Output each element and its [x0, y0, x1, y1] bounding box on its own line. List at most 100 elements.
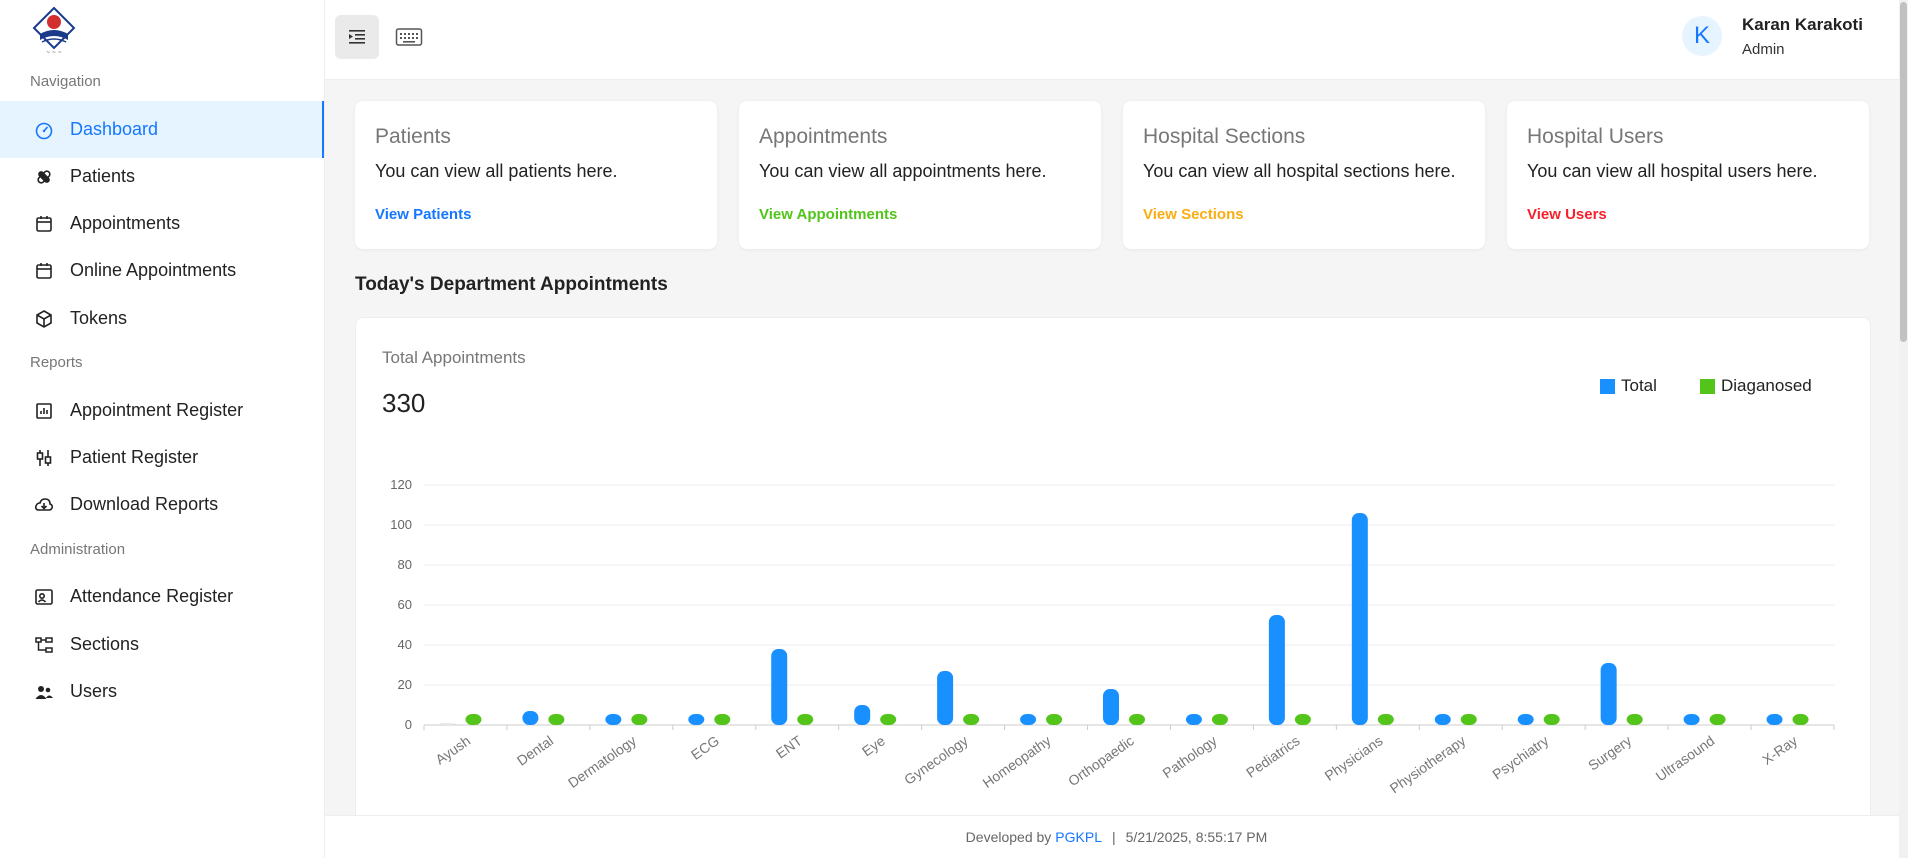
card-link-appointments[interactable]: View Appointments — [759, 206, 898, 223]
scrollbar-thumb[interactable] — [1900, 2, 1907, 342]
bar-total — [1351, 513, 1368, 725]
sidebar-item-attendance-register[interactable]: Attendance Register — [0, 568, 324, 625]
chart-card: 0 20 40 60 80 100 120 Ayush Dental Dermatology ECG… — [355, 317, 1871, 837]
bar-total — [1020, 714, 1037, 725]
card-description: You can view all hospital users here. — [1527, 161, 1818, 181]
sidebar-item-sections[interactable]: Sections — [0, 616, 324, 673]
card-title: Hospital Sections — [1143, 125, 1306, 148]
bar-total — [854, 705, 871, 725]
x-tick-label: Physiotherapy — [1387, 732, 1469, 796]
svg-text:~ ~ ~: ~ ~ ~ — [46, 50, 62, 56]
x-tick-label: Homeopathy — [980, 732, 1054, 791]
sidebar-section-title: Administration — [30, 541, 126, 558]
bandage-icon — [34, 167, 54, 187]
sidebar-item-download-reports[interactable]: Download Reports — [0, 476, 324, 533]
x-tick-label: Eye — [859, 732, 888, 759]
footer: Developed by PGKPL | 5/21/2025, 8:55:17 … — [325, 815, 1908, 858]
footer-prefix: Developed by — [965, 829, 1052, 845]
bar-diaganosed — [631, 714, 648, 725]
sidebar-item-label: Appointment Register — [70, 400, 244, 420]
card-hospital-users: Hospital Users You can view all hospital … — [1507, 101, 1869, 249]
x-tick-label: Dental — [514, 732, 556, 768]
x-tick-label: Ultrasound — [1653, 732, 1718, 784]
bar-chart-icon — [34, 401, 54, 421]
x-tick-label: Physicians — [1322, 732, 1386, 783]
logo[interactable]: ~ ~ ~ — [30, 6, 78, 56]
chart-total: 330 — [382, 388, 426, 418]
bar-diaganosed — [1211, 714, 1228, 725]
bar-total — [688, 714, 705, 725]
sidebar: ~ ~ ~ Navigation Dashboard Patients Appoint… — [0, 0, 325, 858]
legend-label-diagnosed: Diaganosed — [1721, 376, 1812, 395]
legend-swatch-diagnosed — [1700, 378, 1715, 394]
sidebar-item-label: Download Reports — [70, 494, 219, 514]
card-description: You can view all appointments here. — [759, 161, 1047, 181]
bar-diaganosed — [1709, 714, 1726, 725]
sidebar-item-label: Attendance Register — [70, 586, 234, 606]
y-tick-label: 20 — [398, 677, 412, 692]
card-link-hospital-sections[interactable]: View Sections — [1143, 206, 1244, 223]
x-tick-label: ENT — [773, 732, 805, 761]
x-tick-label: Dermatology — [565, 732, 639, 791]
card-link-hospital-users[interactable]: View Users — [1527, 206, 1607, 223]
x-tick-label: ECG — [688, 732, 722, 763]
keyboard-shortcuts-button[interactable] — [387, 15, 431, 59]
bar-total — [937, 671, 954, 725]
appointments-bar-chart: 0 20 40 60 80 100 120 Ayush Dental Dermatology ECG… — [390, 477, 1835, 796]
legend-total[interactable]: Total — [1600, 376, 1657, 396]
card-description: You can view all patients here. — [375, 161, 618, 181]
y-tick-label: 0 — [405, 717, 412, 732]
sidebar-item-label: Tokens — [70, 308, 128, 328]
bar-total — [1103, 689, 1119, 725]
users-icon — [34, 682, 54, 702]
bar-total — [439, 723, 456, 725]
sidebar-item-label: Patient Register — [70, 447, 199, 467]
scrollbar[interactable] — [1899, 0, 1908, 858]
bar-total — [1517, 714, 1534, 725]
sidebar-item-users[interactable]: Users — [0, 663, 324, 720]
x-tick-label: Ayush — [432, 732, 473, 767]
card-link-patients[interactable]: View Patients — [375, 206, 472, 223]
legend-diagnosed[interactable]: Diaganosed — [1700, 376, 1812, 396]
sidebar-item-dashboard[interactable]: Dashboard — [0, 101, 324, 158]
cube-icon — [34, 309, 54, 329]
sidebar-section-title: Reports — [30, 354, 83, 371]
bar-total — [1185, 714, 1202, 725]
sidebar-item-appointment-register[interactable]: Appointment Register — [0, 382, 324, 439]
dashboard-icon — [34, 120, 54, 140]
bar-total — [1766, 714, 1783, 725]
avatar[interactable]: K — [1682, 16, 1722, 56]
hierarchy-icon — [34, 635, 54, 655]
bar-total — [771, 649, 788, 725]
menu-toggle-button[interactable] — [335, 15, 379, 59]
footer-timestamp: 5/21/2025, 8:55:17 PM — [1125, 829, 1268, 845]
sidebar-item-appointments[interactable]: Appointments — [0, 195, 324, 252]
sidebar-item-label: Sections — [70, 634, 140, 654]
footer-brand-link[interactable]: PGKPL — [1055, 829, 1102, 845]
sidebar-item-label: Dashboard — [70, 119, 159, 139]
section-heading: Today's Department Appointments — [355, 274, 668, 295]
y-tick-label: 80 — [398, 557, 412, 572]
sidebar-section-title: Navigation — [30, 73, 101, 90]
bar-diaganosed — [963, 714, 980, 725]
y-tick-label: 60 — [398, 597, 412, 612]
card-title: Appointments — [759, 125, 888, 148]
user-role: Admin — [1742, 41, 1785, 58]
sidebar-item-tokens[interactable]: Tokens — [0, 290, 324, 347]
bar-diaganosed — [1460, 714, 1477, 725]
sidebar-item-label: Users — [70, 681, 118, 701]
footer-separator: | — [1112, 829, 1116, 845]
chart-label: Total Appointments — [382, 348, 526, 367]
sidebar-item-patient-register[interactable]: Patient Register — [0, 429, 324, 486]
bar-diaganosed — [465, 714, 482, 725]
bar-diaganosed — [1626, 714, 1643, 725]
card-title: Hospital Users — [1527, 125, 1664, 148]
y-tick-label: 120 — [390, 477, 412, 492]
x-tick-label: Pediatrics — [1243, 732, 1303, 780]
bar-total — [1268, 615, 1285, 725]
bar-diaganosed — [1543, 714, 1560, 725]
bar-diaganosed — [1792, 714, 1809, 725]
sidebar-item-online-appointments[interactable]: Online Appointments — [0, 242, 324, 299]
bar-total — [1683, 714, 1700, 725]
sidebar-item-patients[interactable]: Patients — [0, 148, 324, 205]
